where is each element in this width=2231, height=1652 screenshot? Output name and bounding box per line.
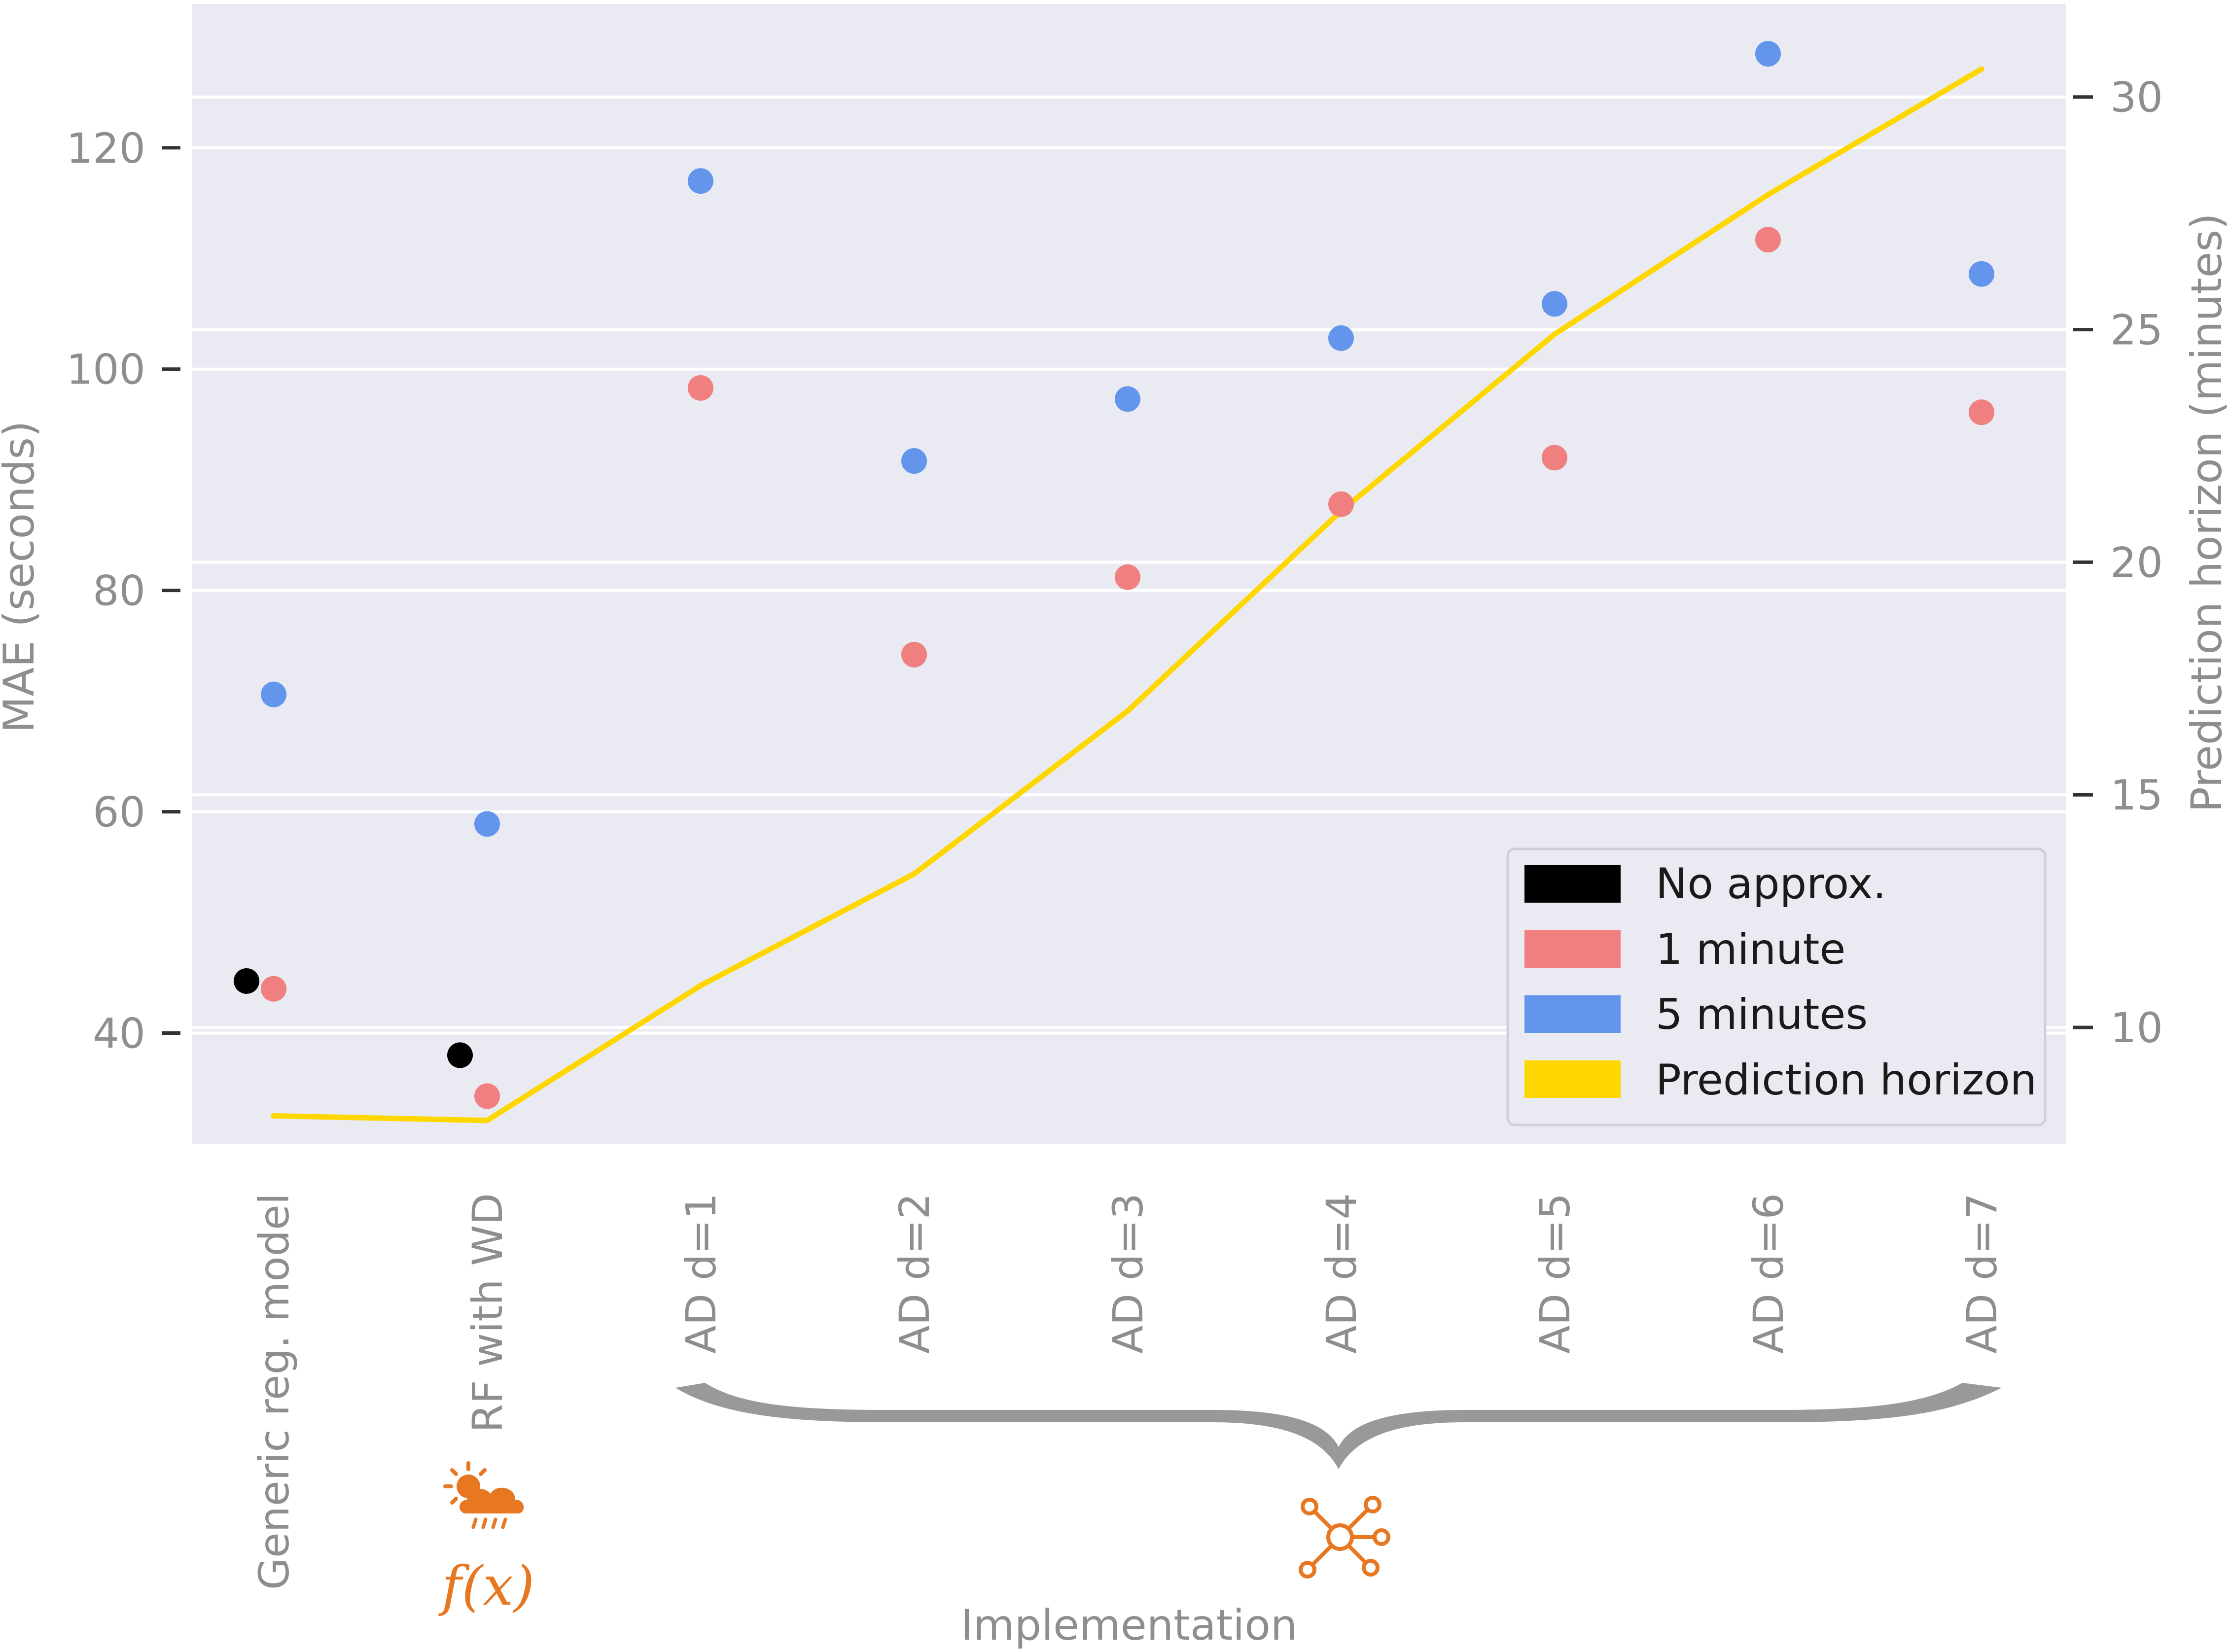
curly-brace-icon (675, 1383, 2002, 1469)
data-point (234, 968, 259, 994)
data-point (1542, 291, 1567, 317)
y-tick-label-right: 20 (2110, 538, 2163, 587)
x-axis: Generic reg. model RF with WD AD d=1 AD d=2… (250, 1193, 2006, 1590)
data-point (1969, 261, 1994, 287)
data-point (1755, 227, 1781, 253)
data-point (1542, 445, 1567, 471)
y-tick-label-left: 40 (93, 1010, 145, 1058)
legend-swatch-5-minutes (1524, 995, 1621, 1033)
y-tick-label-left: 120 (67, 124, 145, 173)
y-axis-right: 10 15 20 25 30 (2073, 73, 2163, 1052)
data-point (1969, 399, 1994, 425)
y-tick-label-right: 10 (2110, 1004, 2163, 1052)
data-point (474, 811, 500, 837)
data-point (1115, 564, 1140, 590)
x-tick-label: AD d=5 (1531, 1193, 1579, 1354)
legend-box (1506, 847, 2047, 1126)
legend-label-1-minute: 1 minute (1656, 925, 1845, 974)
legend: No approx. 1 minute 5 minutes Prediction… (1506, 847, 2047, 1126)
x-axis-title: Implementation (961, 1601, 1298, 1650)
data-point (1328, 491, 1354, 517)
y-tick-label-right: 30 (2110, 73, 2163, 122)
x-tick-label: Generic reg. model (250, 1193, 298, 1590)
y-tick-label-right: 15 (2110, 771, 2163, 819)
y-axis-title-right: Prediction horizon (minutes) (2182, 213, 2231, 812)
data-point (261, 976, 286, 1002)
legend-label-no-approx: No approx. (1656, 859, 1886, 909)
x-tick-label: AD d=6 (1744, 1193, 1793, 1354)
legend-label-5-minutes: 5 minutes (1656, 990, 1868, 1039)
legend-swatch-prediction-horizon (1524, 1060, 1621, 1098)
network-hub-icon (1299, 1496, 1390, 1579)
prediction-horizon-line (271, 66, 1984, 1124)
y-tick-label-left: 60 (93, 788, 145, 837)
y-axis-title-left: MAE (seconds) (0, 421, 44, 733)
data-point (1328, 325, 1354, 351)
data-point (901, 448, 927, 474)
y-axis-left: 40 60 80 100 120 (67, 124, 180, 1058)
data-point (688, 168, 713, 194)
legend-swatch-no-approx (1524, 865, 1621, 903)
y-tick-label-right: 25 (2110, 306, 2163, 354)
data-point (474, 1083, 500, 1109)
data-point (447, 1042, 473, 1068)
function-label: f(x) (438, 1554, 535, 1617)
y-tick-label-left: 100 (67, 346, 145, 394)
x-tick-label: AD d=7 (1958, 1193, 2006, 1354)
x-tick-label: AD d=2 (890, 1193, 939, 1354)
sun-cloud-rain-icon (443, 1461, 524, 1529)
data-point (901, 641, 927, 668)
x-tick-label: RF with WD (463, 1193, 512, 1433)
y-tick-label-left: 80 (93, 567, 145, 615)
x-tick-label: AD d=3 (1104, 1193, 1152, 1354)
data-point (1115, 386, 1140, 412)
data-point (261, 681, 286, 707)
legend-label-prediction-horizon: Prediction horizon (1656, 1055, 2037, 1105)
x-tick-label: AD d=1 (677, 1193, 725, 1354)
data-point (688, 375, 713, 401)
x-tick-label: AD d=4 (1317, 1193, 1366, 1354)
data-point (1755, 41, 1781, 67)
legend-swatch-1-minute (1524, 930, 1621, 968)
data-points (234, 41, 1994, 1109)
